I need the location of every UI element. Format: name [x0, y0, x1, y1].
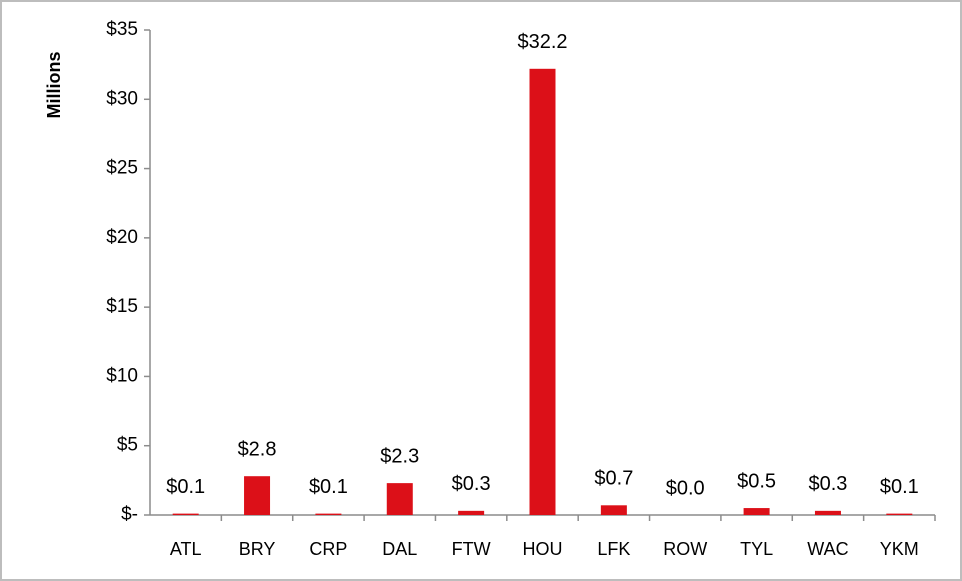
y-axis-label: Millions: [44, 52, 64, 119]
y-tick-label: $5: [117, 435, 138, 456]
x-tick-label: ATL: [170, 539, 202, 559]
value-label: $0.3: [452, 473, 491, 495]
value-label: $0.5: [737, 470, 776, 492]
value-label: $0.1: [166, 476, 205, 498]
bar: [458, 510, 485, 515]
value-label: $0.0: [666, 477, 705, 499]
y-tick-label: $15: [106, 296, 138, 317]
bar: [386, 483, 413, 515]
x-tick-label: DAL: [382, 539, 417, 559]
x-tick-label: HOU: [523, 539, 563, 559]
x-tick-label: ROW: [663, 539, 707, 559]
y-tick-label: $35: [106, 19, 138, 40]
x-tick-label: CRP: [309, 539, 347, 559]
value-label: $0.1: [309, 476, 348, 498]
x-tick-label: LFK: [597, 539, 630, 559]
bar: [814, 510, 841, 515]
x-tick-label: TYL: [740, 539, 773, 559]
y-tick-label: $-: [121, 504, 138, 525]
y-tick-label: $30: [106, 88, 138, 109]
x-tick-label: WAC: [807, 539, 848, 559]
bar: [600, 505, 627, 515]
bar: [886, 513, 913, 515]
x-tick-label: BRY: [239, 539, 276, 559]
x-tick-label: FTW: [452, 539, 491, 559]
value-label: $2.8: [238, 438, 277, 460]
bar: [172, 513, 199, 515]
value-label: $0.3: [808, 473, 847, 495]
bar: [529, 68, 556, 516]
value-label: $2.3: [380, 445, 419, 467]
bar: [244, 476, 271, 515]
value-label: $32.2: [517, 31, 567, 53]
bar: [743, 508, 770, 515]
y-tick-label: $20: [106, 227, 138, 248]
value-label: $0.1: [880, 476, 919, 498]
value-label: $0.7: [594, 468, 633, 490]
y-tick-label: $10: [106, 365, 138, 386]
y-tick-label: $25: [106, 158, 138, 179]
bar: [315, 513, 342, 515]
x-tick-label: YKM: [880, 539, 919, 559]
